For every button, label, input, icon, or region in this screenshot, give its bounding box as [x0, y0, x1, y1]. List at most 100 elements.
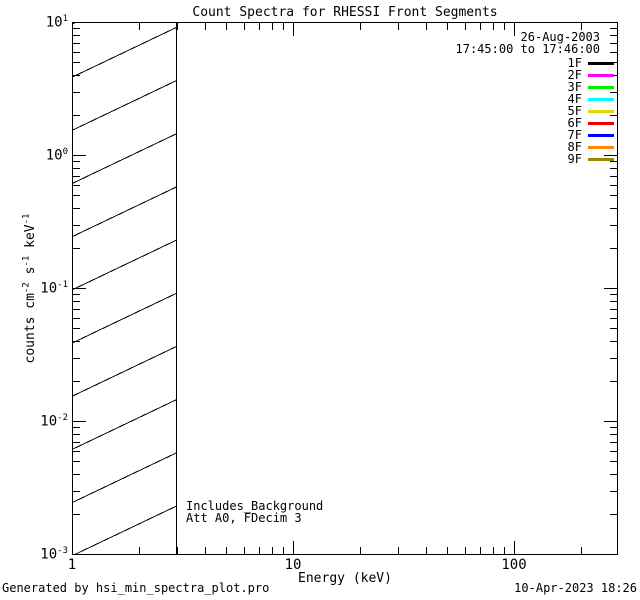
y-axis-minor-tick — [73, 341, 80, 342]
y-axis-minor-tick — [73, 514, 80, 515]
legend-label: 2F — [567, 68, 582, 82]
y-axis-minor-tick-right — [610, 43, 617, 44]
y-axis-minor-tick-right — [610, 161, 617, 162]
y-axis-label: counts cm-2 s-1 keV-1 — [21, 213, 38, 364]
y-axis-minor-tick-right — [610, 92, 617, 93]
x-axis-minor-tick-top — [283, 23, 284, 30]
legend-color-swatch — [588, 157, 614, 161]
y-axis-minor-tick — [73, 92, 80, 93]
legend-label: 9F — [567, 152, 582, 166]
plot-frame — [72, 22, 618, 555]
y-axis-minor-tick-right — [610, 461, 617, 462]
legend-color-swatch — [588, 133, 614, 137]
legend-label: 7F — [567, 128, 582, 142]
x-axis-major-tick-top — [293, 23, 294, 36]
x-axis-major-tick-top — [72, 23, 73, 36]
x-axis-minor-tick-top — [360, 23, 361, 30]
legend-label: 6F — [567, 116, 582, 130]
y-axis-minor-tick-right — [610, 381, 617, 382]
y-axis-minor-tick-right — [610, 491, 617, 492]
y-axis-minor-tick — [73, 434, 80, 435]
y-axis-minor-tick-right — [610, 341, 617, 342]
x-axis-major-tick — [72, 541, 73, 554]
y-axis-minor-tick — [73, 225, 80, 226]
y-axis-major-tick-right — [604, 554, 617, 555]
legend-label: 1F — [567, 56, 582, 70]
x-axis-minor-tick-top — [259, 23, 260, 30]
x-axis-minor-tick-top — [447, 23, 448, 30]
x-axis-minor-tick-top — [226, 23, 227, 30]
legend-color-swatch — [588, 61, 614, 65]
x-axis-minor-tick — [480, 547, 481, 554]
y-axis-major-tick-right — [604, 155, 617, 156]
y-axis-minor-tick-right — [610, 451, 617, 452]
x-axis-minor-tick-top — [244, 23, 245, 30]
y-axis-minor-tick — [73, 195, 80, 196]
y-axis-major-tick — [73, 554, 86, 555]
hatch-region — [73, 23, 177, 554]
y-tick-label: 101 — [45, 14, 68, 31]
x-tick-label: 100 — [501, 557, 527, 573]
x-axis-minor-tick — [205, 547, 206, 554]
y-axis-minor-tick — [73, 328, 80, 329]
y-axis-minor-tick — [73, 474, 80, 475]
y-axis-minor-tick-right — [610, 442, 617, 443]
legend-color-swatch — [588, 109, 614, 113]
x-axis-minor-tick-top — [465, 23, 466, 30]
legend-label: 8F — [567, 140, 582, 154]
y-axis-minor-tick — [73, 427, 80, 428]
y-axis-minor-tick — [73, 75, 80, 76]
y-axis-minor-tick-right — [610, 208, 617, 209]
y-axis-minor-tick-right — [610, 248, 617, 249]
legend-row: 5F — [430, 105, 614, 117]
legend-row: 1F — [430, 57, 614, 69]
x-tick-label: 1 — [67, 557, 77, 573]
y-axis-minor-tick — [73, 161, 80, 162]
x-axis-minor-tick — [360, 547, 361, 554]
y-axis-minor-tick — [73, 358, 80, 359]
note-includes-background: Includes_Background — [186, 499, 324, 513]
y-axis-minor-tick — [73, 208, 80, 209]
y-axis-major-tick-right — [604, 421, 617, 422]
legend-time-range: 17:45:00 to 17:46:00 — [455, 42, 601, 56]
x-axis-minor-tick — [493, 547, 494, 554]
y-axis-minor-tick-right — [610, 168, 617, 169]
y-axis-minor-tick — [73, 35, 80, 36]
y-axis-minor-tick-right — [610, 225, 617, 226]
y-axis-minor-tick — [73, 381, 80, 382]
x-axis-minor-tick-top — [480, 23, 481, 30]
y-axis-minor-tick — [73, 301, 80, 302]
y-axis-minor-tick-right — [610, 328, 617, 329]
x-axis-minor-tick — [504, 547, 505, 554]
y-axis-minor-tick-right — [610, 115, 617, 116]
legend-color-swatch — [588, 121, 614, 125]
chart-title: Count Spectra for RHESSI Front Segments — [192, 5, 498, 20]
x-axis-minor-tick-top — [581, 23, 582, 30]
legend-row: 7F — [430, 129, 614, 141]
legend-label: 4F — [567, 92, 582, 106]
legend-label: 3F — [567, 80, 582, 94]
y-axis-minor-tick — [73, 318, 80, 319]
y-axis-minor-tick — [73, 168, 80, 169]
legend-color-swatch — [588, 73, 614, 77]
y-tick-label: 10-2 — [40, 413, 68, 430]
y-tick-label: 10-1 — [40, 280, 68, 297]
y-axis-minor-tick — [73, 294, 80, 295]
x-axis-minor-tick — [226, 547, 227, 554]
y-axis-major-tick — [73, 288, 86, 289]
x-axis-major-tick — [514, 541, 515, 554]
y-axis-minor-tick-right — [610, 318, 617, 319]
x-axis-minor-tick — [426, 547, 427, 554]
y-axis-minor-tick-right — [610, 185, 617, 186]
y-axis-minor-tick-right — [610, 514, 617, 515]
x-tick-label: 10 — [284, 557, 302, 573]
legend-date: 26-Aug-2003 — [520, 30, 600, 44]
y-axis-major-tick-right — [604, 288, 617, 289]
y-axis-minor-tick-right — [610, 427, 617, 428]
y-axis-minor-tick-right — [610, 474, 617, 475]
y-axis-minor-tick-right — [610, 358, 617, 359]
y-axis-major-tick-right — [604, 22, 617, 23]
y-axis-minor-tick-right — [610, 434, 617, 435]
y-axis-major-tick — [73, 22, 86, 23]
x-axis-minor-tick — [244, 547, 245, 554]
